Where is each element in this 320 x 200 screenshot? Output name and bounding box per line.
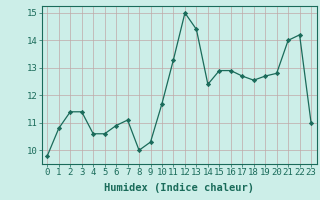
- X-axis label: Humidex (Indice chaleur): Humidex (Indice chaleur): [104, 183, 254, 193]
